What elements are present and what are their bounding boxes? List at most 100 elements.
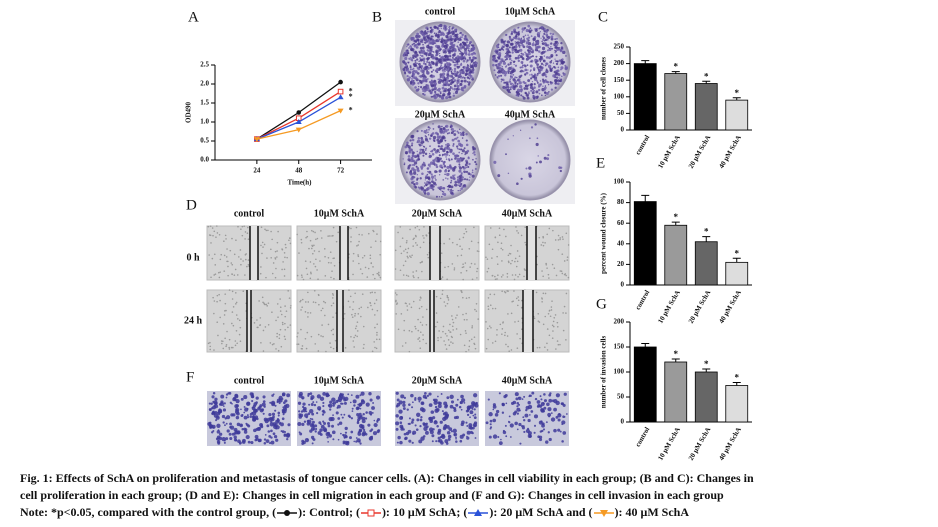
colony (435, 165, 439, 169)
cell (420, 401, 425, 406)
cell (262, 400, 266, 403)
colony (516, 31, 520, 36)
cell (332, 257, 334, 260)
cell (244, 238, 246, 240)
colony (459, 128, 461, 130)
cell (272, 422, 277, 426)
colony (450, 70, 453, 73)
panel-letter: F (186, 369, 194, 385)
colony (554, 58, 556, 60)
cell (281, 248, 283, 250)
y-tick-label: 250 (614, 43, 625, 51)
cell (329, 251, 332, 253)
cell (437, 404, 442, 409)
cell (531, 391, 535, 395)
colony (434, 170, 438, 174)
cell (446, 302, 449, 305)
cell (372, 402, 375, 404)
cell (324, 301, 327, 304)
cell (409, 228, 411, 231)
colony (514, 64, 518, 67)
bar (633, 346, 657, 423)
cell (508, 415, 511, 418)
error-bar (732, 382, 741, 386)
cell (547, 407, 552, 412)
colony (472, 152, 474, 154)
cell (232, 413, 236, 417)
cell (268, 435, 272, 438)
colony (465, 143, 469, 147)
cell (231, 403, 233, 405)
cell (276, 256, 278, 258)
cell (411, 330, 413, 333)
cell (473, 336, 476, 338)
cell (307, 394, 310, 397)
cell (511, 274, 514, 276)
cell (316, 394, 321, 399)
colony (539, 160, 542, 164)
cell (546, 342, 548, 345)
cell (524, 269, 527, 271)
colony (422, 72, 425, 75)
cell (278, 337, 281, 340)
legend-icon (468, 509, 489, 517)
colony (451, 56, 454, 59)
cell (234, 393, 239, 398)
colony (448, 46, 451, 48)
y-tick-label: 150 (614, 76, 625, 84)
cell (362, 413, 365, 416)
cell (470, 240, 473, 243)
colony (438, 145, 441, 148)
colony (500, 74, 503, 77)
colony (504, 52, 507, 55)
cell (553, 428, 557, 433)
bar (725, 261, 749, 286)
cell (348, 227, 351, 229)
colony (526, 49, 530, 52)
cell (441, 276, 444, 278)
colony (408, 150, 411, 153)
cell (323, 428, 328, 433)
colony (461, 165, 465, 169)
cell (415, 428, 419, 431)
colony (505, 34, 507, 36)
cell (216, 300, 218, 303)
colony (449, 150, 453, 154)
cell (275, 319, 277, 322)
cell (408, 417, 411, 420)
cell (355, 394, 360, 399)
colony (465, 139, 468, 142)
cell (411, 406, 414, 409)
colony (405, 152, 408, 155)
colony (471, 146, 475, 149)
colony (444, 70, 446, 72)
colony (461, 176, 464, 179)
colony (425, 135, 427, 138)
cell (505, 435, 508, 438)
cell (280, 313, 283, 316)
cell (404, 342, 407, 344)
cell (423, 226, 425, 228)
cell (355, 226, 358, 229)
colony (463, 178, 467, 181)
cell (560, 270, 563, 272)
cell (343, 434, 347, 438)
cell (400, 252, 403, 255)
colony (427, 176, 431, 180)
colony (405, 171, 408, 174)
colony (432, 69, 435, 72)
colony (513, 63, 515, 66)
cell (504, 291, 507, 294)
cell (234, 268, 237, 271)
cell (546, 402, 550, 407)
cell (435, 295, 438, 298)
cell (559, 430, 562, 433)
cell (489, 227, 492, 229)
colony (512, 60, 516, 64)
colony (432, 51, 434, 53)
cell (263, 441, 267, 445)
cell (298, 413, 302, 417)
cell (406, 255, 409, 258)
colony (472, 61, 476, 64)
cell (473, 416, 477, 420)
